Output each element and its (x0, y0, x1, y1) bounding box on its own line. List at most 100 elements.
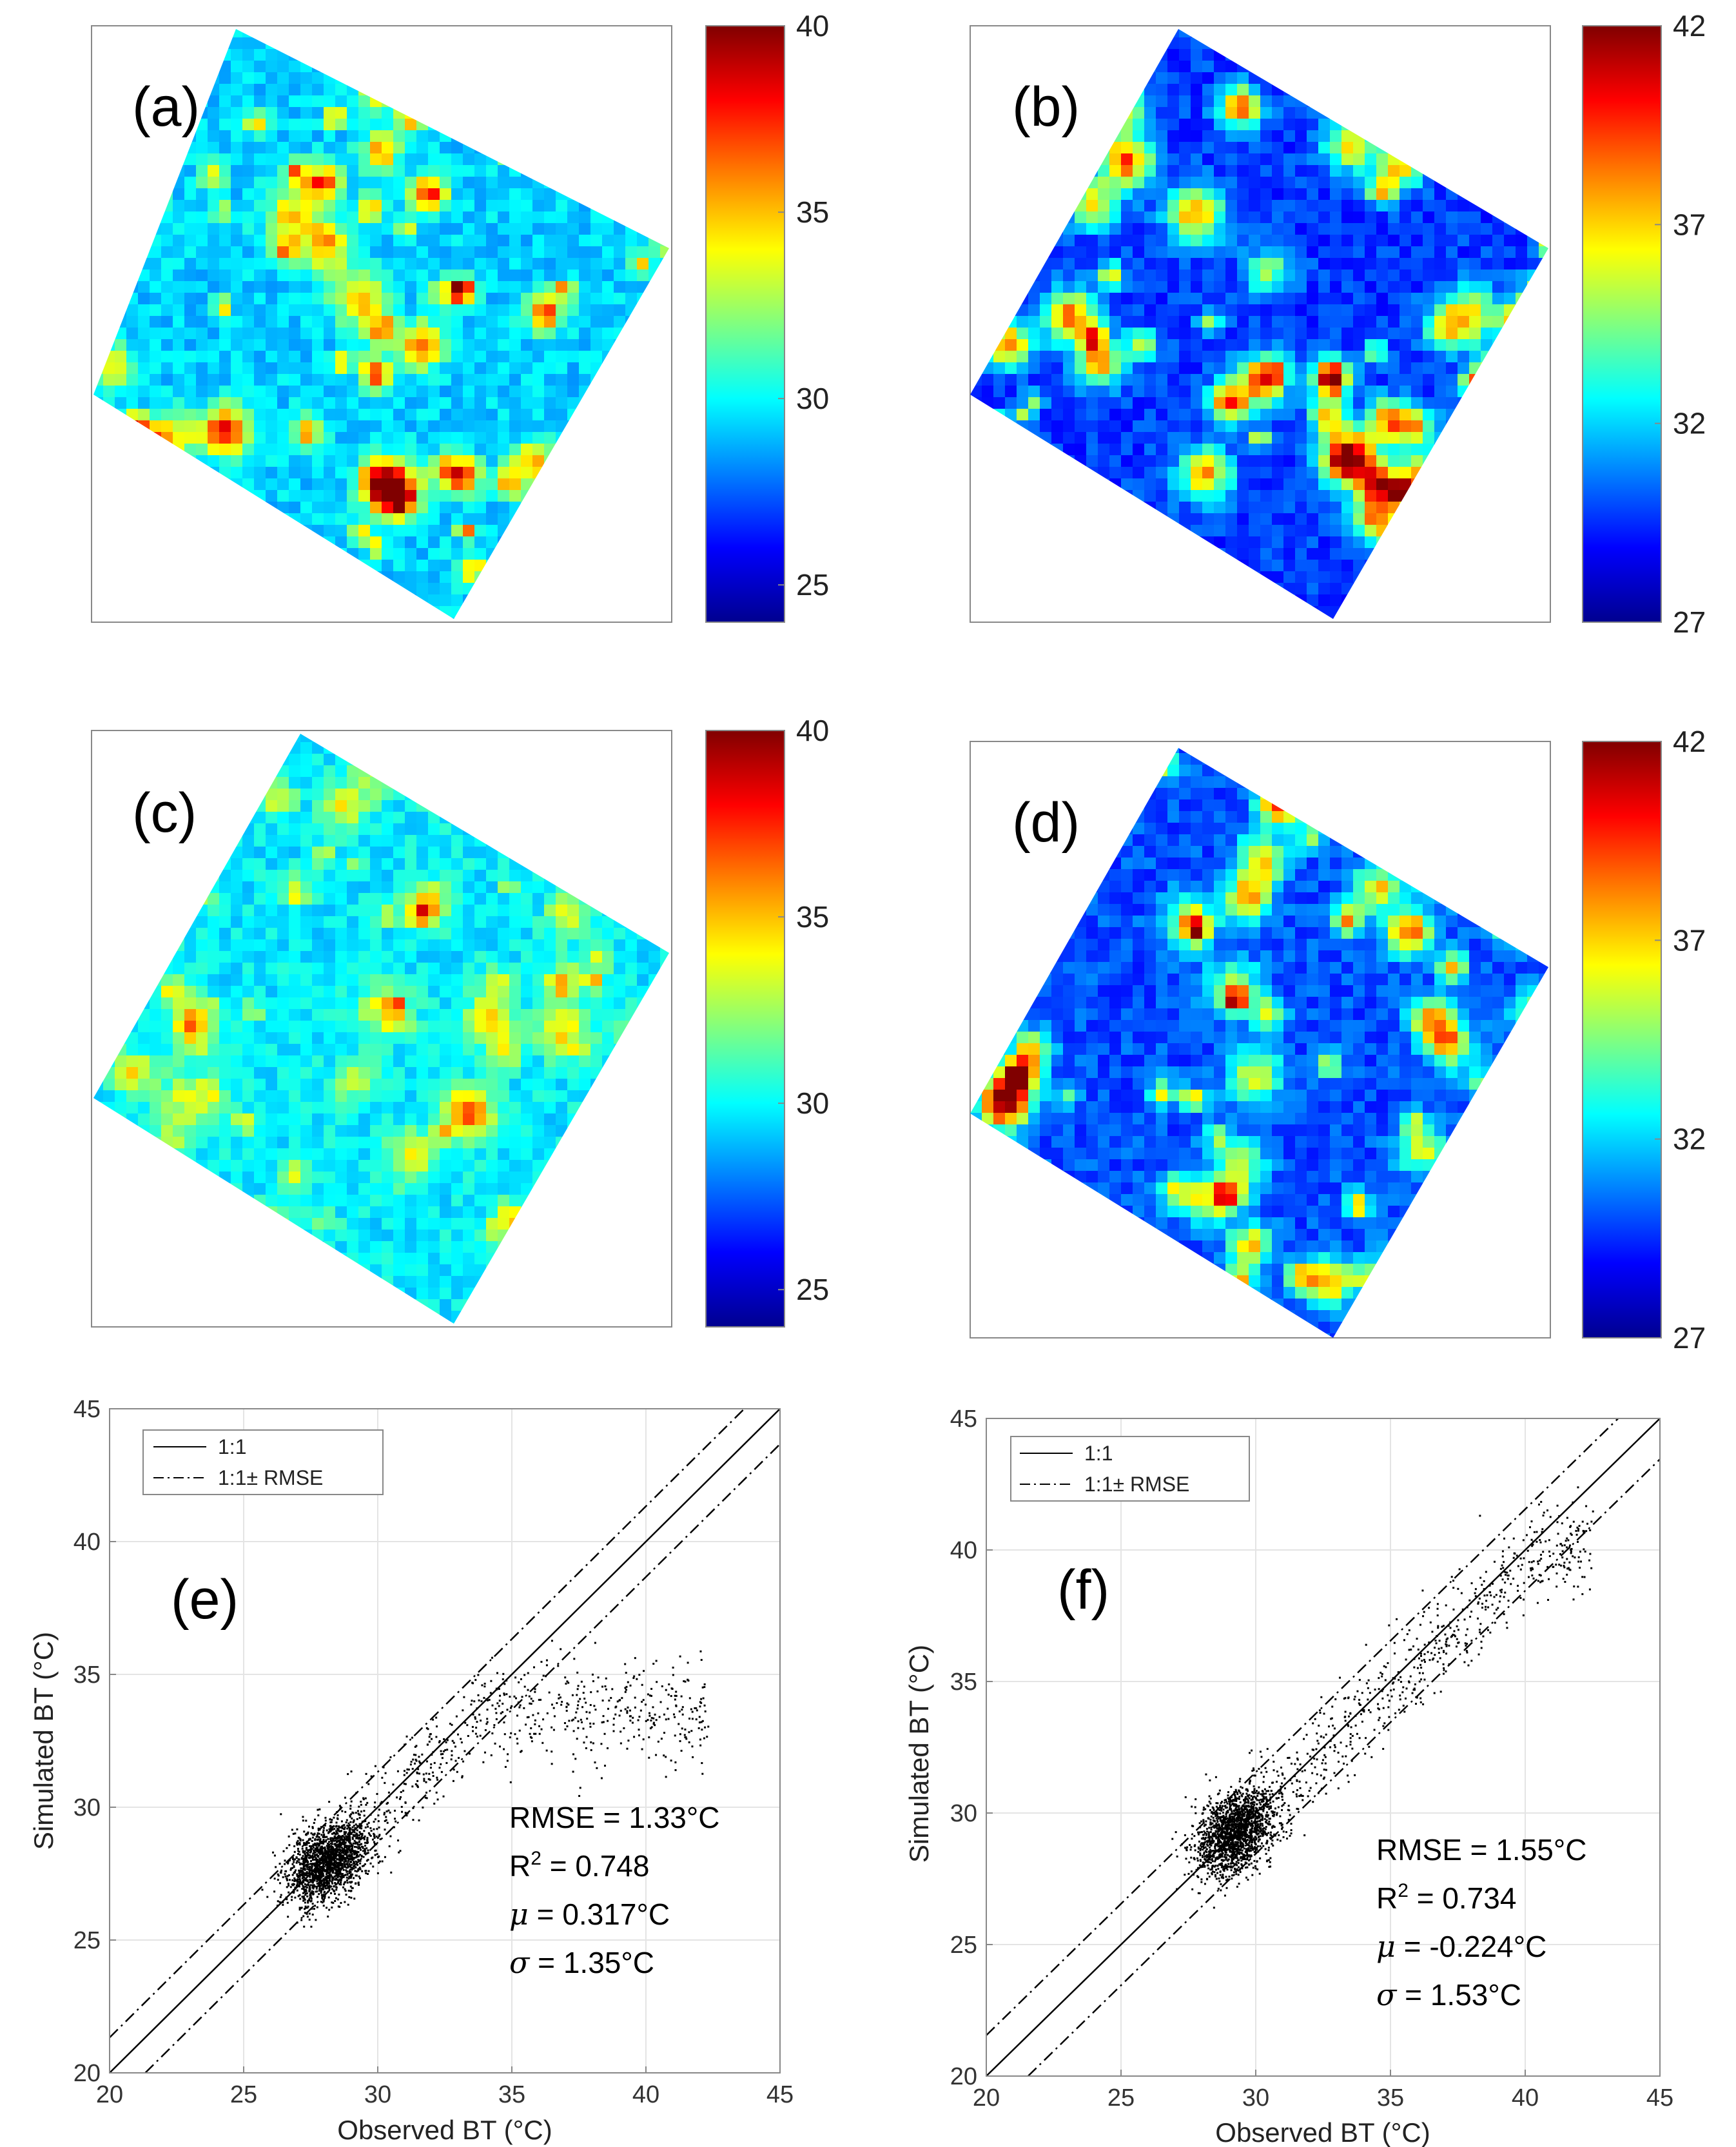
heatmap-cell (1295, 339, 1307, 351)
heatmap-cell (1400, 188, 1411, 200)
heatmap-cell (1283, 281, 1295, 293)
heatmap-cell (335, 281, 347, 293)
heatmap-cell (1109, 339, 1121, 351)
heatmap-cell (1388, 165, 1400, 177)
heatmap-cell (486, 386, 498, 397)
heatmap-cell (242, 223, 254, 235)
heatmap-cell (1005, 351, 1017, 362)
heatmap-cell (1191, 211, 1202, 223)
heatmap-cell (428, 374, 440, 386)
heatmap-cell (498, 246, 509, 258)
heatmap-cell (1365, 188, 1376, 200)
heatmap-cell (1307, 467, 1318, 478)
heatmap-cell (1283, 246, 1295, 258)
heatmap-cell (1446, 211, 1458, 223)
heatmap-cell (1446, 339, 1458, 351)
heatmap-cell (289, 293, 300, 304)
heatmap-cell (1469, 258, 1481, 270)
heatmap-cell (1225, 339, 1237, 351)
heatmap-cell (370, 293, 382, 304)
heatmap-cell (1272, 304, 1283, 316)
heatmap-cell (451, 467, 463, 478)
heatmap-cell (1249, 246, 1260, 258)
heatmap-cell (1353, 502, 1365, 513)
heatmap-cell (1411, 455, 1423, 467)
heatmap-cell (1353, 455, 1365, 467)
heatmap-cell (486, 455, 498, 467)
heatmap-cell (416, 246, 428, 258)
heatmap-cell (1214, 467, 1225, 478)
heatmap-cell (277, 153, 289, 165)
heatmap-cell (219, 281, 231, 293)
heatmap-cell (324, 432, 335, 444)
heatmap-cell (1028, 386, 1040, 397)
heatmap-cell (1191, 351, 1202, 362)
heatmap-cell (324, 444, 335, 455)
heatmap-cell (1028, 339, 1040, 351)
heatmap-cell (1028, 351, 1040, 362)
heatmap-cell (1353, 246, 1365, 258)
heatmap-cell (521, 258, 532, 270)
heatmap-cell (1051, 386, 1063, 397)
heatmap-cell (1307, 362, 1318, 374)
heatmap-cell (219, 397, 231, 409)
heatmap-cell (1249, 455, 1260, 467)
heatmap-cell (1458, 362, 1469, 374)
heatmap-cell (521, 328, 532, 339)
heatmap-cell (324, 281, 335, 293)
heatmap-cell (1237, 177, 1249, 188)
heatmap-cell (1318, 235, 1330, 246)
heatmap-cell (358, 397, 370, 409)
heatmap-cell (532, 409, 544, 420)
heatmap-cell (1133, 455, 1144, 467)
heatmap-cell (1167, 304, 1179, 316)
heatmap-cell (370, 200, 382, 211)
heatmap-cell (393, 153, 405, 165)
heatmap-cell (1237, 548, 1249, 560)
heatmap-cell (150, 374, 161, 386)
heatmap-cell (1225, 235, 1237, 246)
heatmap-cell (474, 409, 486, 420)
heatmap-cell (1330, 478, 1341, 490)
heatmap-cell (544, 362, 556, 374)
heatmap-cell (358, 235, 370, 246)
heatmap-cell (184, 281, 196, 293)
heatmap-cell (1063, 328, 1075, 339)
heatmap-cell (579, 362, 590, 374)
heatmap-cell (1458, 258, 1469, 270)
heatmap-cell (219, 362, 231, 374)
heatmap-cell (266, 386, 277, 397)
heatmap-cell (312, 386, 324, 397)
heatmap-cell (208, 223, 219, 235)
heatmap-cell (1341, 304, 1353, 316)
heatmap-cell (289, 490, 300, 502)
heatmap-cell (324, 235, 335, 246)
heatmap-cell (1353, 293, 1365, 304)
heatmap-cell (1133, 200, 1144, 211)
heatmap-cell (219, 386, 231, 397)
heatmap-cell (196, 432, 208, 444)
heatmap-cell (1341, 351, 1353, 362)
colorbar-tick-label: 25 (796, 568, 829, 602)
heatmap-cell (1075, 270, 1086, 281)
heatmap-cell (1051, 351, 1063, 362)
heatmap-cell (358, 467, 370, 478)
heatmap-cell (405, 525, 416, 536)
heatmap-cell (115, 351, 126, 362)
heatmap-cell (370, 246, 382, 258)
heatmap-cell (1237, 188, 1249, 200)
heatmap-cell (1272, 270, 1283, 281)
heatmap-cell (358, 374, 370, 386)
heatmap-cell (1318, 200, 1330, 211)
heatmap-cell (1283, 455, 1295, 467)
heatmap-cell (1353, 153, 1365, 165)
heatmap-cell (312, 72, 324, 84)
heatmap-cell (277, 316, 289, 328)
heatmap-cell (602, 328, 614, 339)
heatmap-cell (173, 397, 184, 409)
heatmap-cell (1481, 246, 1492, 258)
heatmap-cell (1341, 420, 1353, 432)
heatmap-cell (393, 177, 405, 188)
heatmap-cell (579, 351, 590, 362)
heatmap-cell (521, 293, 532, 304)
